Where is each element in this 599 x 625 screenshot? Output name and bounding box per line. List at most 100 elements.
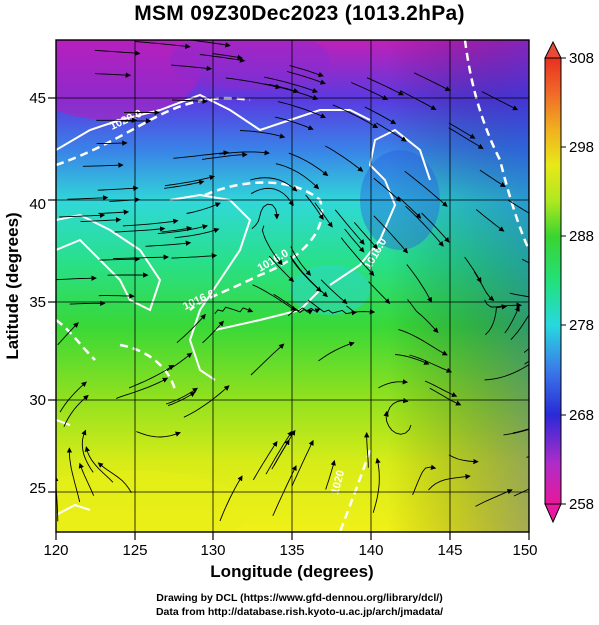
wind-streamline [512,428,529,434]
x-tick-label: 125 [122,542,147,559]
wind-streamline [479,169,506,188]
wind-streamline [265,430,293,475]
wind-streamline [373,215,408,254]
wind-streamline [264,76,319,94]
wind-streamline [171,64,212,72]
wind-streamline [421,212,450,243]
wind-streamline [250,187,294,207]
wind-streamline [145,240,192,247]
wind-streamline [290,257,322,293]
credit-data: Data from http://database.rish.kyoto-u.a… [155,606,444,618]
wind-streamline [251,203,280,230]
x-tick-label: 140 [358,542,383,559]
wind-streamline [80,217,122,223]
wind-streamline [509,292,529,298]
wind-streamline [98,209,130,215]
wind-streamline [174,227,220,239]
wind-streamline [334,209,365,245]
wind-streamline [199,54,246,63]
wind-streamline [122,218,179,227]
wind-streamline [59,381,87,413]
wind-streamline [98,293,135,299]
wind-streamline [250,177,298,192]
y-tick-label: 35 [29,294,46,311]
wind-streamline [413,72,451,91]
wind-streamline [252,440,278,481]
wind-streamline [135,41,191,49]
wind-streamline [173,150,229,159]
temperature-field [56,40,529,532]
y-axis-title: Latitude (degrees) [3,212,22,359]
wind-streamline [56,475,59,522]
wind-streamline [171,98,208,104]
wind-streamline [320,279,348,304]
wind-streamline [412,464,437,496]
wind-streamline [97,462,132,494]
wind-streamline [428,473,471,491]
wind-streamline [340,237,375,277]
wind-streamline [157,224,208,235]
wind-streamline [164,179,205,189]
y-tick-label: 45 [29,90,46,107]
wind-streamline [344,228,365,253]
wind-streamline [286,71,326,85]
wind-streamline [176,313,206,344]
wind-streamline [56,275,97,281]
wind-streamline [448,127,484,149]
wind-streamline [277,101,327,119]
wind-streamline [67,195,109,201]
wind-streamline [366,77,404,96]
wind-streamline [398,328,448,356]
x-tick-label: 120 [43,542,68,559]
wind-streamline [510,314,529,340]
colorbar-tick-label: 298 [569,139,594,156]
x-tick-labels: 120 125 130 135 140 145 150 [43,542,537,559]
wind-streamline [288,152,329,176]
wind-streamline [521,258,529,264]
wind-streamline [183,385,230,418]
wind-streamline [346,305,376,315]
wind-streamline [164,174,215,187]
wind-streamline [57,322,79,346]
x-axis-title: Longitude (degrees) [210,562,373,581]
wind-streamline [484,299,522,308]
x-tick-label: 130 [200,542,225,559]
grid [56,40,529,532]
colorbar-tick-label: 258 [569,496,594,513]
wind-streamline [484,363,529,381]
map-title: MSM 09Z30Dec2023 (1013.2hPa) [134,2,465,25]
wind-streamline [351,82,389,100]
wind-streamline [289,65,324,78]
wind-streamline [84,446,114,483]
wind-streamline [113,254,169,260]
wind-streamline [219,475,243,522]
wind-streamline [504,305,520,334]
wind-streamline [407,299,439,334]
wind-streamline [429,387,462,406]
wind-streamline [190,40,231,48]
wind-streamline [69,300,106,306]
colorbar-tick-label: 308 [569,50,594,67]
wind-streamline [261,225,283,266]
wind-streamline [372,457,381,513]
wind-streamline [114,226,166,233]
wind-streamline [484,304,508,336]
wind-streamline [165,387,199,405]
wind-streamline [202,152,248,160]
wind-streamlines [56,40,529,522]
wind-streamline [325,145,364,172]
wind-streamline [318,341,355,362]
wind-streamline [364,432,370,468]
wind-streamline [136,431,181,438]
wind-streamline [387,397,409,417]
wind-streamline [95,72,132,78]
wind-streamline [116,377,169,399]
wind-streamline [96,140,128,146]
wind-streamline [290,246,311,276]
wind-streamline [97,185,139,191]
wind-streamline [364,106,397,125]
wind-streamline [475,209,505,232]
wind-streamline [368,281,391,304]
axis-ticks [48,97,530,540]
